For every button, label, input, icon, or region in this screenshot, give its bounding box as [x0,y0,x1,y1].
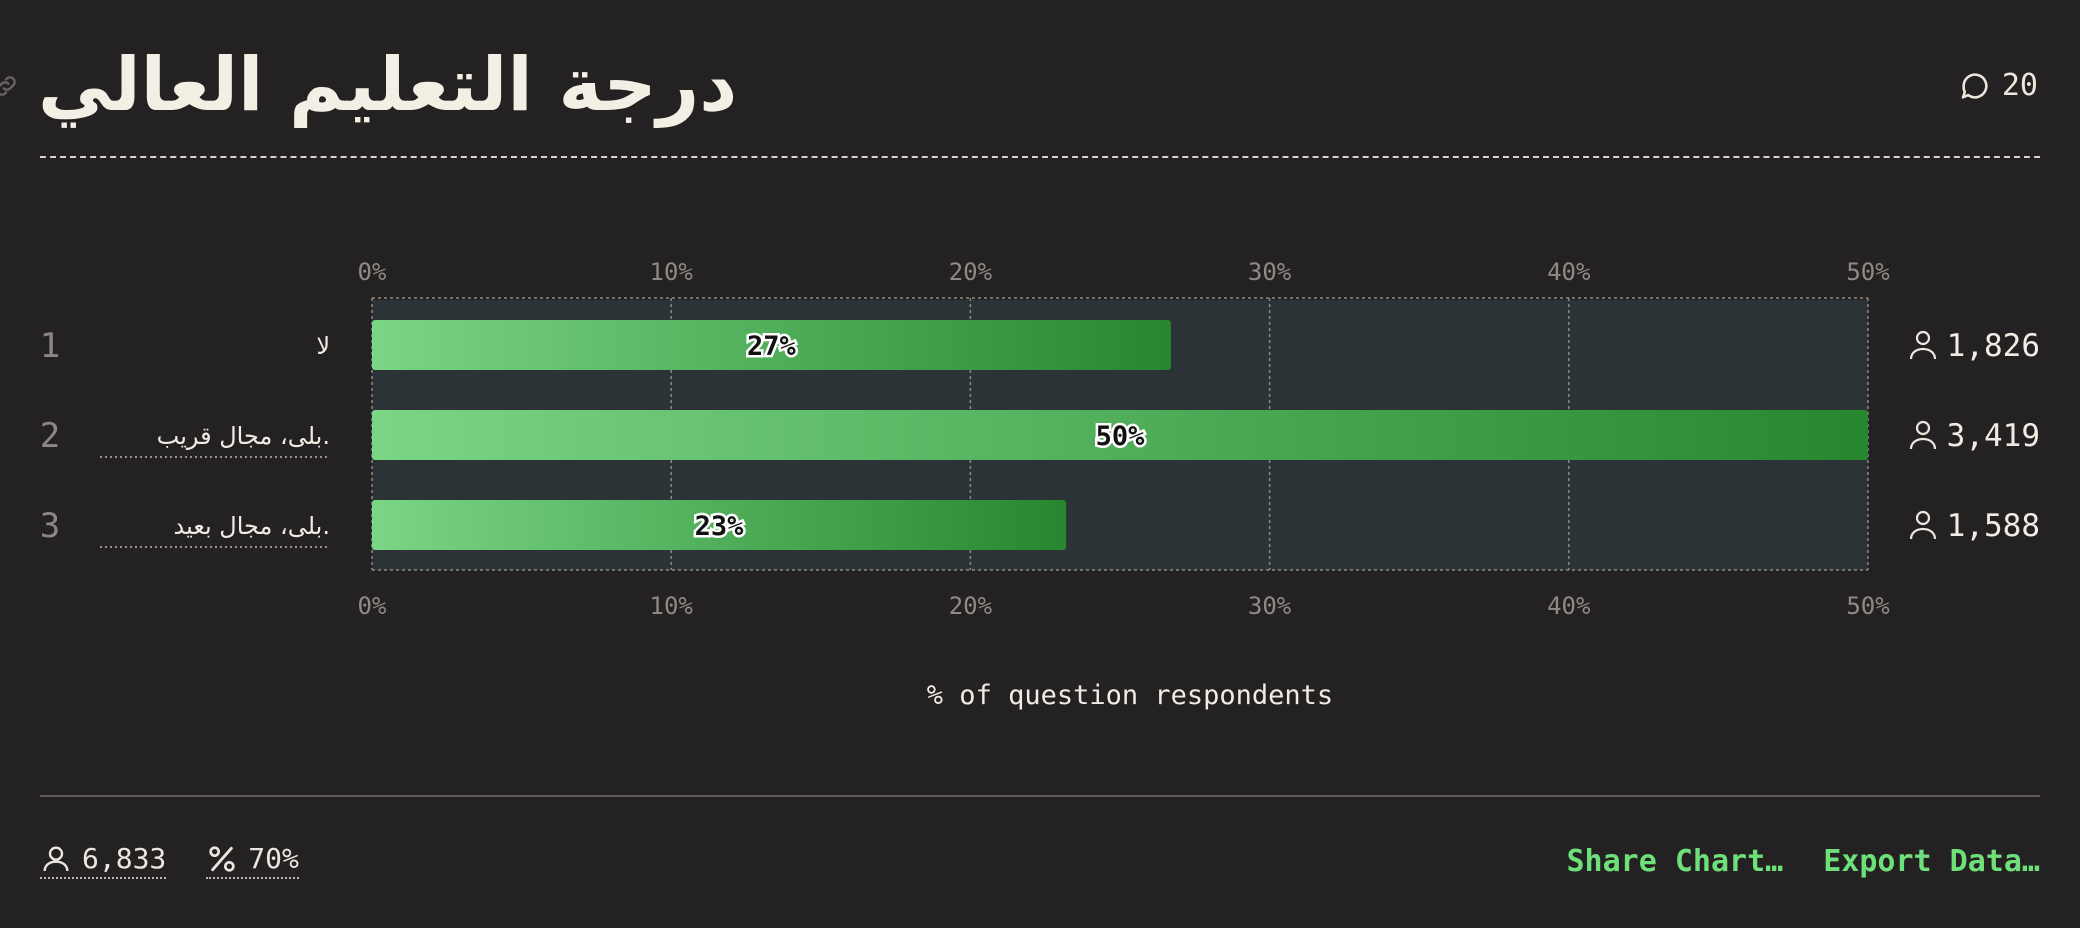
comment-icon [1961,72,1988,99]
category-label[interactable]: لا [316,332,330,360]
percent-icon [209,845,235,872]
title-divider [40,156,2040,158]
category-rank: 1 [40,326,60,366]
x-tick-label-bottom: 40% [1547,592,1591,620]
x-tick-label-top: 40% [1547,258,1591,286]
share-chart-button[interactable]: Share Chart… [1566,844,1784,879]
link-icon[interactable] [0,72,20,100]
x-tick-label-top: 50% [1846,258,1890,286]
person-icon [1909,420,1937,450]
x-tick-label-bottom: 0% [358,592,387,620]
bar[interactable] [372,410,1868,460]
bar-value-label: 23% [695,511,745,542]
category-rank: 3 [40,506,60,546]
x-tick-label-bottom: 50% [1846,592,1890,620]
respondent-count: 3,419 [1947,418,2040,454]
x-tick-label-bottom: 20% [949,592,993,620]
respondent-count: 1,826 [1947,328,2040,364]
person-icon [1909,510,1937,540]
person-icon [1909,330,1937,360]
category-label[interactable]: بلى، مجال قريب. [157,422,330,450]
response-rate[interactable]: 70% [206,842,299,879]
bar-value-label: 27% [747,331,797,362]
footer-divider [40,795,2040,797]
comment-count: 20 [2001,68,2038,103]
x-tick-label-bottom: 30% [1248,592,1292,620]
category-rank: 2 [40,416,60,456]
chart-title: درجة التعليم العالي [38,42,738,128]
bar[interactable] [372,500,1067,550]
total-respondents[interactable]: 6,833 [40,842,167,879]
bar[interactable] [372,320,1171,370]
person-icon [43,845,69,871]
comments-button[interactable]: 20 [1958,68,2038,103]
response-rate-value: 70% [248,842,299,875]
x-tick-label-top: 0% [358,258,387,286]
x-tick-label-top: 30% [1248,258,1292,286]
total-respondents-value: 6,833 [82,842,167,875]
x-axis-label: % of question respondents [927,680,1333,711]
export-data-button[interactable]: Export Data… [1823,844,2040,879]
x-tick-label-top: 10% [650,258,694,286]
category-label[interactable]: بلى، مجال بعيد. [174,512,330,540]
x-tick-label-bottom: 10% [650,592,694,620]
x-tick-label-top: 20% [949,258,993,286]
bar-value-label: 50% [1096,421,1146,452]
respondent-count: 1,588 [1947,508,2040,544]
